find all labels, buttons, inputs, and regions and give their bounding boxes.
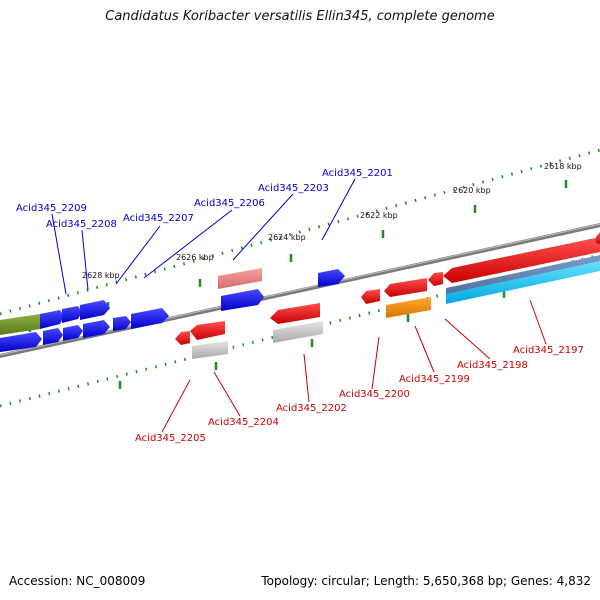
reverse-gene-edge[interactable] [596,232,600,244]
forward-gene[interactable] [80,300,110,320]
forward-gene[interactable] [83,320,110,338]
scale-label-2622: 2622 kbp [360,211,398,220]
reverse-leaders [161,299,547,433]
gene-label: Acid345_2202 [276,403,347,414]
reverse-gene[interactable] [190,321,225,340]
reverse-gene-grey[interactable] [273,321,323,343]
forward-genes [0,268,345,352]
gene-label: Acid345_2208 [46,219,117,230]
gene-label: Acid345_2206 [194,198,265,209]
forward-gene-pseudo[interactable] [218,268,262,289]
forward-gene[interactable] [63,325,83,341]
genome-stats-text: Topology: circular; Length: 5,650,368 bp… [261,574,591,588]
page-title: Candidatus Koribacter versatilis Ellin34… [105,9,495,24]
forward-gene[interactable] [221,289,264,311]
gene-label: Acid345_2207 [123,213,194,224]
accession-text: Accession: NC_008009 [9,574,146,588]
reverse-labels: Acid345_2205 Acid345_2204 Acid345_2202 A… [135,345,584,444]
gene-label: Acid345_2209 [16,203,87,214]
forward-gene[interactable] [0,314,40,335]
reverse-gene[interactable] [270,303,320,324]
gene-label: Acid345_2201 [322,168,393,179]
reverse-gene[interactable] [175,331,190,345]
gene-label: Acid345_2197 [513,345,584,356]
reverse-gene-cyan[interactable] [446,261,600,304]
scale-label-2626: 2626 kbp [176,253,214,262]
forward-labels: Acid345_2209 Acid345_2208 Acid345_2207 A… [16,168,393,230]
reverse-gene[interactable] [361,289,380,304]
reverse-genes [175,232,600,359]
forward-gene[interactable] [318,269,345,287]
forward-gene[interactable] [62,306,82,323]
forward-gene[interactable] [40,310,64,329]
gene-label: Acid345_2199 [399,374,470,385]
gene-label: Acid345_2204 [208,417,279,428]
scale-label-2620: 2620 kbp [453,186,491,195]
gene-label: Acid345_2205 [135,433,206,444]
gene-label: Acid345_2203 [258,183,329,194]
gene-label: Acid345_2200 [339,389,410,400]
forward-gene[interactable] [43,328,63,345]
major-ticks [28,180,568,389]
forward-leaders [51,178,356,295]
scale-label-2624: 2624 kbp [268,233,306,242]
forward-gene[interactable] [0,332,42,352]
reverse-gene-orange[interactable] [386,297,431,318]
forward-gene[interactable] [113,316,131,331]
gene-label: Acid345_2198 [457,360,528,371]
reverse-gene-2197[interactable] [443,237,600,283]
forward-gene[interactable] [131,308,169,329]
reverse-gene-grey[interactable] [192,341,228,359]
outer-scale-line [0,148,600,316]
reverse-gene[interactable] [428,272,443,286]
scale-label-2628: 2628 kbp [82,271,120,280]
scale-label-2618: 2618 kbp [544,162,582,171]
reverse-gene[interactable] [384,278,427,297]
